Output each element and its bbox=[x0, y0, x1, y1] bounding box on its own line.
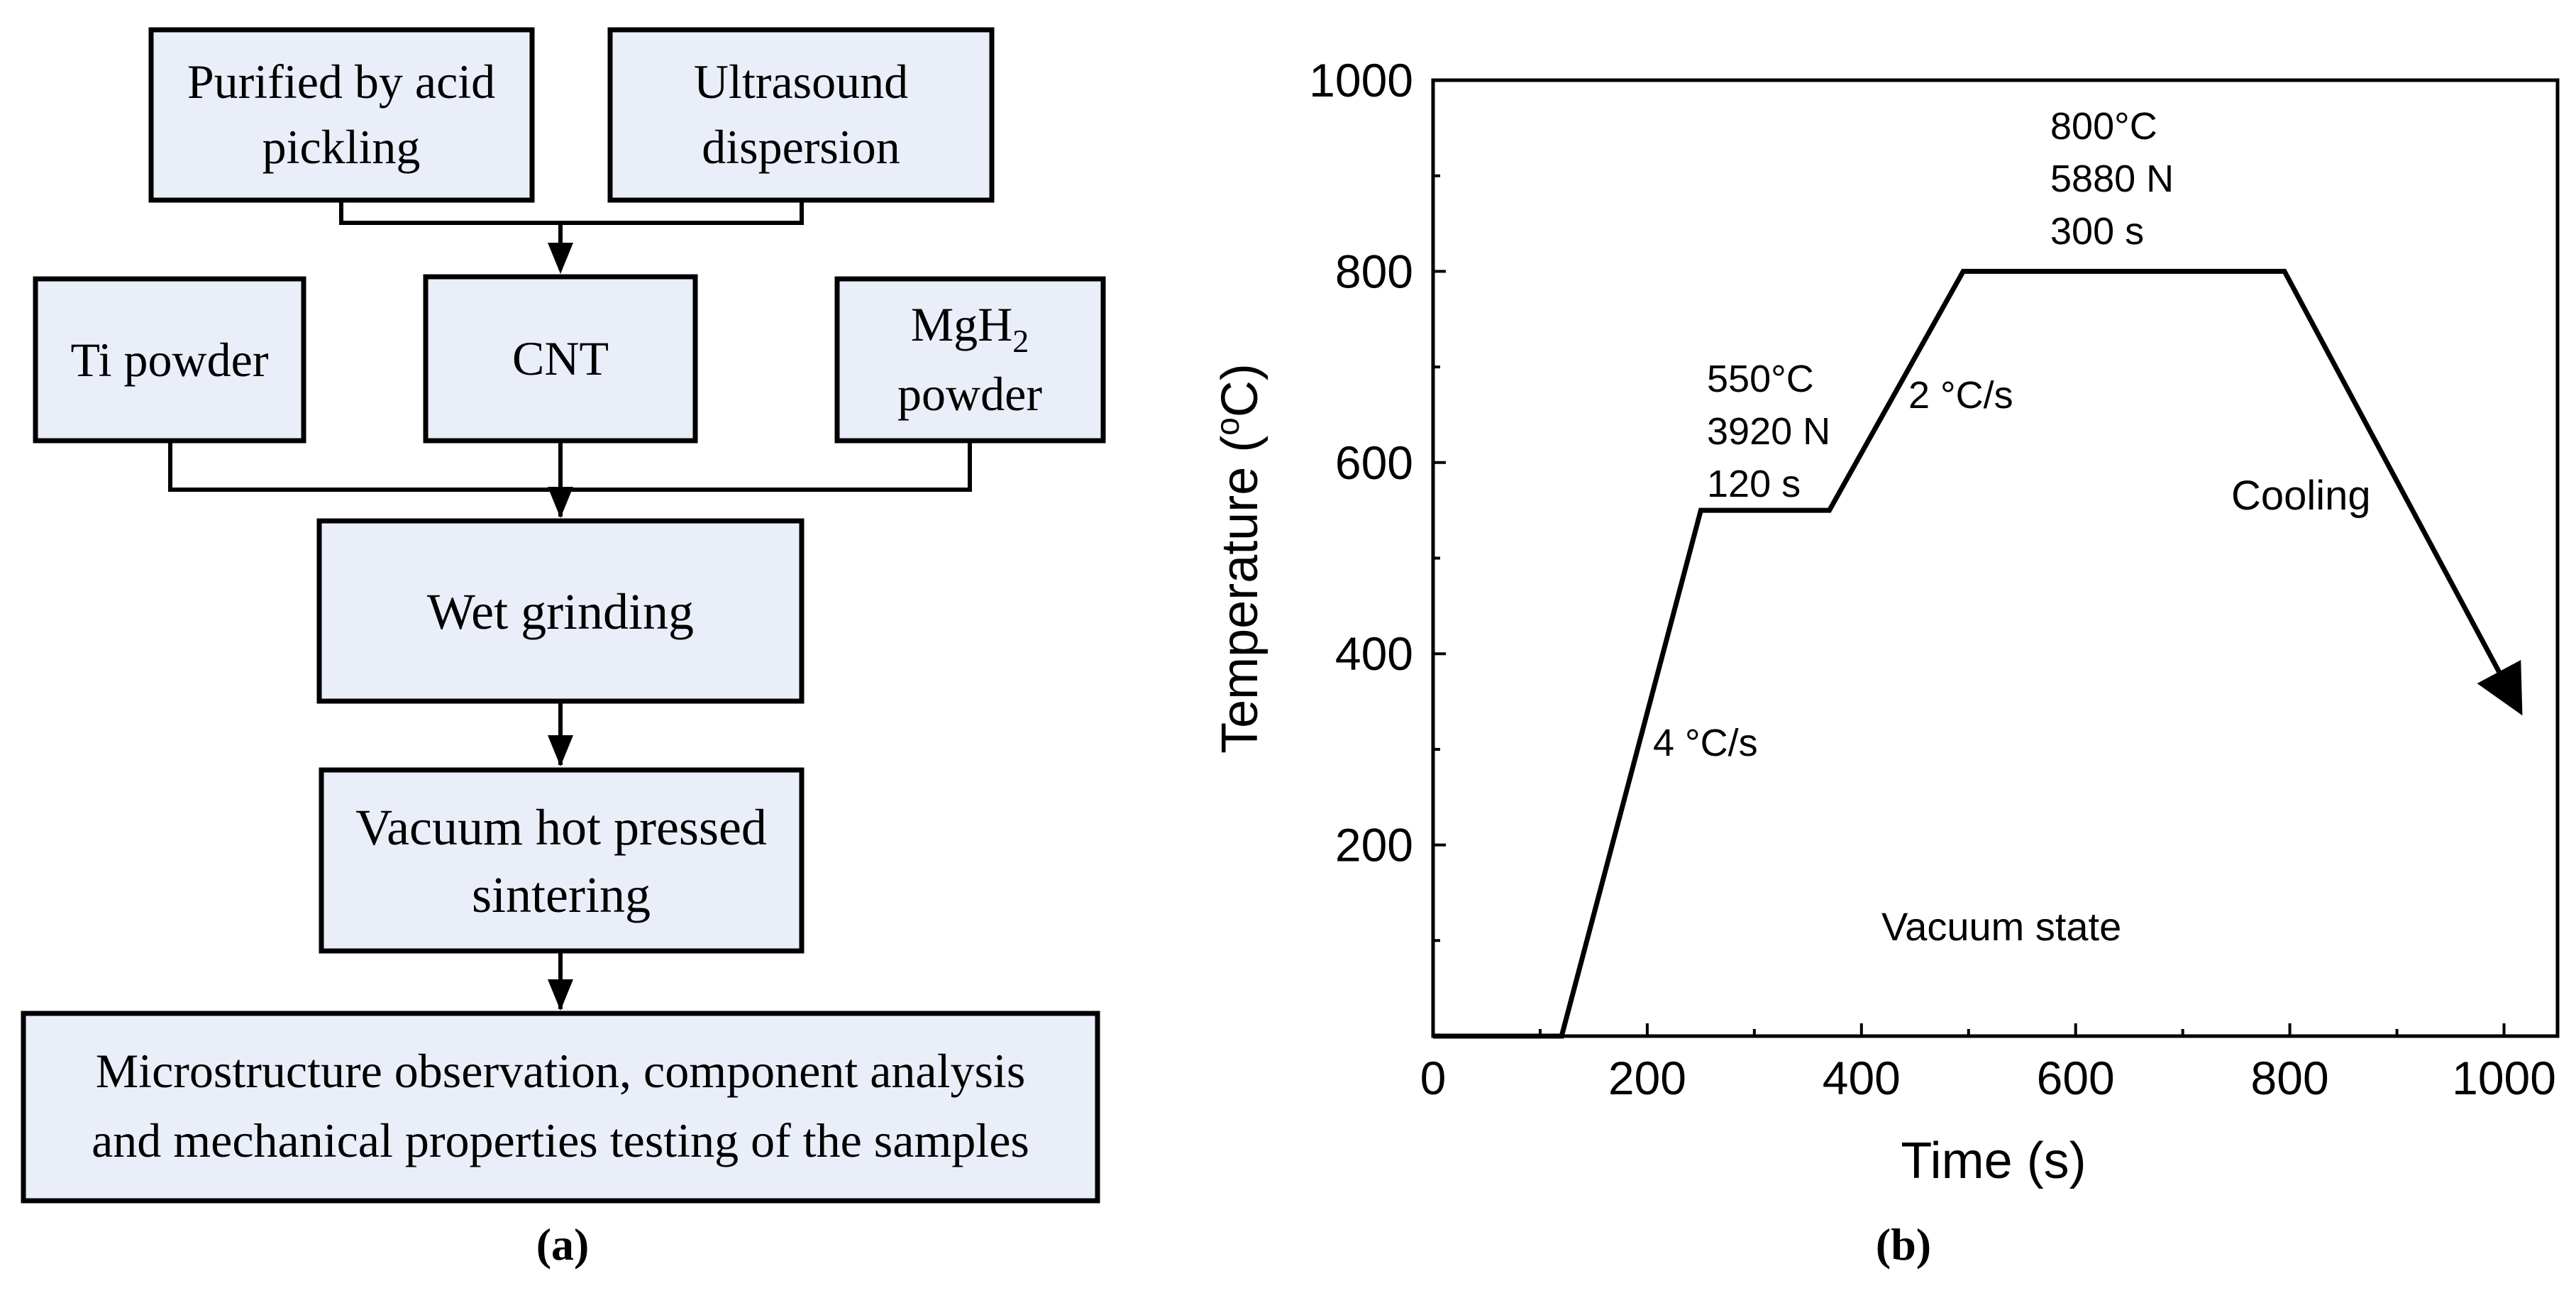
annotation-cooling: Cooling bbox=[2231, 473, 2371, 519]
y-axis-label-degree: o bbox=[1209, 417, 1246, 436]
box-ti-powder-label: Ti powder bbox=[71, 333, 269, 387]
flowchart-arrowheads bbox=[548, 243, 573, 1011]
connector-middle-merge bbox=[168, 441, 972, 492]
temperature-chart: 0 200 400 600 800 1000 200 400 600 800 1000 4 °C/… bbox=[1209, 54, 2560, 1270]
box-mgh2-line1: MgH2 bbox=[911, 297, 1029, 359]
box-acid-pickling-line2: pickling bbox=[262, 120, 421, 174]
x-tick-label: 400 bbox=[1823, 1052, 1901, 1104]
y-tick-labels: 200 400 600 800 1000 bbox=[1309, 54, 1413, 871]
box-micro-line2: and mechanical properties testing of the… bbox=[92, 1113, 1029, 1167]
caption-b: (b) bbox=[1876, 1219, 1931, 1270]
y-tick-label: 400 bbox=[1335, 627, 1413, 680]
arrowhead-to-cnt bbox=[548, 243, 573, 274]
box-vacuum-line2: sintering bbox=[472, 866, 651, 923]
flowchart-panel: Purified by acid pickling Ultrasound dis… bbox=[21, 27, 1106, 1270]
box-cnt: CNT bbox=[423, 274, 698, 444]
x-tick-label: 1000 bbox=[2452, 1052, 2556, 1104]
box-ultrasound-dispersion: Ultrasound dispersion bbox=[607, 27, 995, 203]
box-vacuum-line1: Vacuum hot pressed bbox=[355, 799, 767, 856]
box-mgh2-powder: MgH2 powder bbox=[834, 276, 1106, 444]
box-ti-powder: Ti powder bbox=[33, 276, 306, 444]
box-wet-grinding: Wet grinding bbox=[316, 518, 805, 704]
y-tick-label: 600 bbox=[1335, 436, 1413, 489]
x-tick-labels: 0 200 400 600 800 1000 bbox=[1420, 1052, 2556, 1104]
connector-top-merge bbox=[339, 200, 804, 225]
x-axis-label: Time (s) bbox=[1901, 1133, 2086, 1189]
axis-ticks bbox=[1432, 79, 2506, 1036]
y-tick-label: 800 bbox=[1335, 245, 1413, 297]
arrowhead-to-vacuum bbox=[548, 735, 573, 766]
box-wet-grinding-label: Wet grinding bbox=[427, 583, 694, 640]
box-cnt-label: CNT bbox=[512, 331, 609, 385]
x-tick-label: 200 bbox=[1608, 1052, 1686, 1104]
caption-a: (a) bbox=[536, 1219, 590, 1270]
annotation-hold2: 800°C 5880 N 300 s bbox=[2050, 105, 2174, 253]
box-acid-pickling-line1: Purified by acid bbox=[187, 55, 495, 109]
y-axis-label-unit: C) bbox=[1212, 363, 1268, 417]
x-tick-label: 0 bbox=[1420, 1052, 1447, 1104]
box-micro-line1: Microstructure observation, component an… bbox=[96, 1044, 1026, 1098]
arrowhead-to-wet bbox=[548, 487, 573, 518]
y-axis-label-main: Temperature ( bbox=[1212, 436, 1268, 754]
box-vacuum-hot-pressed-sintering: Vacuum hot pressed sintering bbox=[319, 767, 805, 954]
annotation-vacuum: Vacuum state bbox=[1881, 904, 2121, 949]
annotation-seg1: 4 °C/s bbox=[1653, 722, 1758, 764]
box-acid-pickling: Purified by acid pickling bbox=[148, 27, 535, 203]
box-microstructure-observation: Microstructure observation, component an… bbox=[21, 1011, 1100, 1204]
arrowhead-to-micro bbox=[548, 979, 573, 1011]
box-mgh2-line2: powder bbox=[897, 367, 1042, 421]
temperature-profile-line bbox=[1433, 268, 2523, 1039]
y-axis-label: Temperature (oC) bbox=[1209, 363, 1268, 754]
box-ultrasound-line2: dispersion bbox=[702, 120, 900, 174]
y-tick-label: 1000 bbox=[1309, 54, 1413, 106]
x-tick-label: 600 bbox=[2037, 1052, 2115, 1104]
annotation-seg2: 2 °C/s bbox=[1908, 374, 2013, 417]
box-ultrasound-line1: Ultrasound bbox=[694, 55, 908, 109]
x-tick-label: 800 bbox=[2251, 1052, 2329, 1104]
box-mgh2-subscript: 2 bbox=[1012, 323, 1029, 359]
box-mgh2-formula: MgH bbox=[911, 297, 1013, 351]
annotation-hold1: 550°C 3920 N 120 s bbox=[1707, 358, 1830, 505]
y-tick-label: 200 bbox=[1335, 819, 1413, 871]
